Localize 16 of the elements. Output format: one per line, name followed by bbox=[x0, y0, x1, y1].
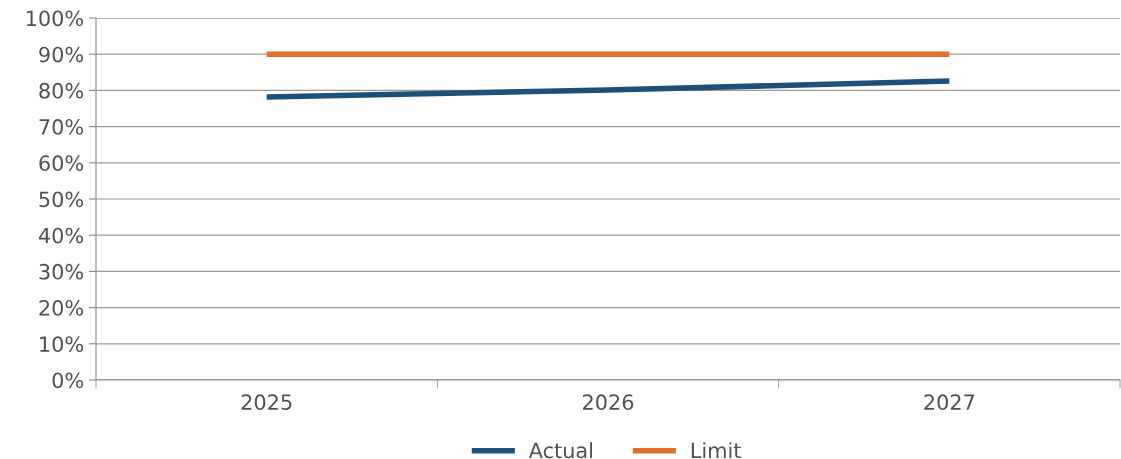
legend-label: Actual bbox=[528, 442, 593, 459]
y-tick-label: 40% bbox=[38, 227, 84, 244]
x-tick-label: 2027 bbox=[924, 394, 975, 411]
y-tick-label: 30% bbox=[39, 263, 84, 280]
x-tick-label: 2026 bbox=[583, 394, 634, 411]
y-tick-label: 10% bbox=[40, 336, 84, 353]
y-tick-label: 80% bbox=[39, 82, 84, 99]
y-tick-label: 60% bbox=[39, 155, 84, 172]
legend-label: Limit bbox=[691, 442, 741, 459]
y-tick-label: 50% bbox=[39, 191, 84, 208]
y-tick-label: 0% bbox=[52, 372, 84, 389]
y-tick-label: 70% bbox=[39, 119, 84, 135]
y-tick-label: 100% bbox=[26, 10, 84, 27]
y-tick-label: 20% bbox=[39, 300, 84, 316]
x-tick-label: 2025 bbox=[241, 394, 292, 411]
y-tick-label: 90% bbox=[39, 46, 84, 63]
